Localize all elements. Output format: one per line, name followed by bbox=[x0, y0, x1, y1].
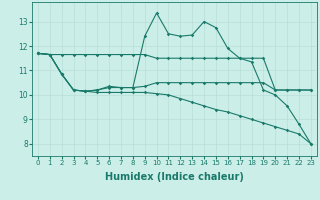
X-axis label: Humidex (Indice chaleur): Humidex (Indice chaleur) bbox=[105, 172, 244, 182]
